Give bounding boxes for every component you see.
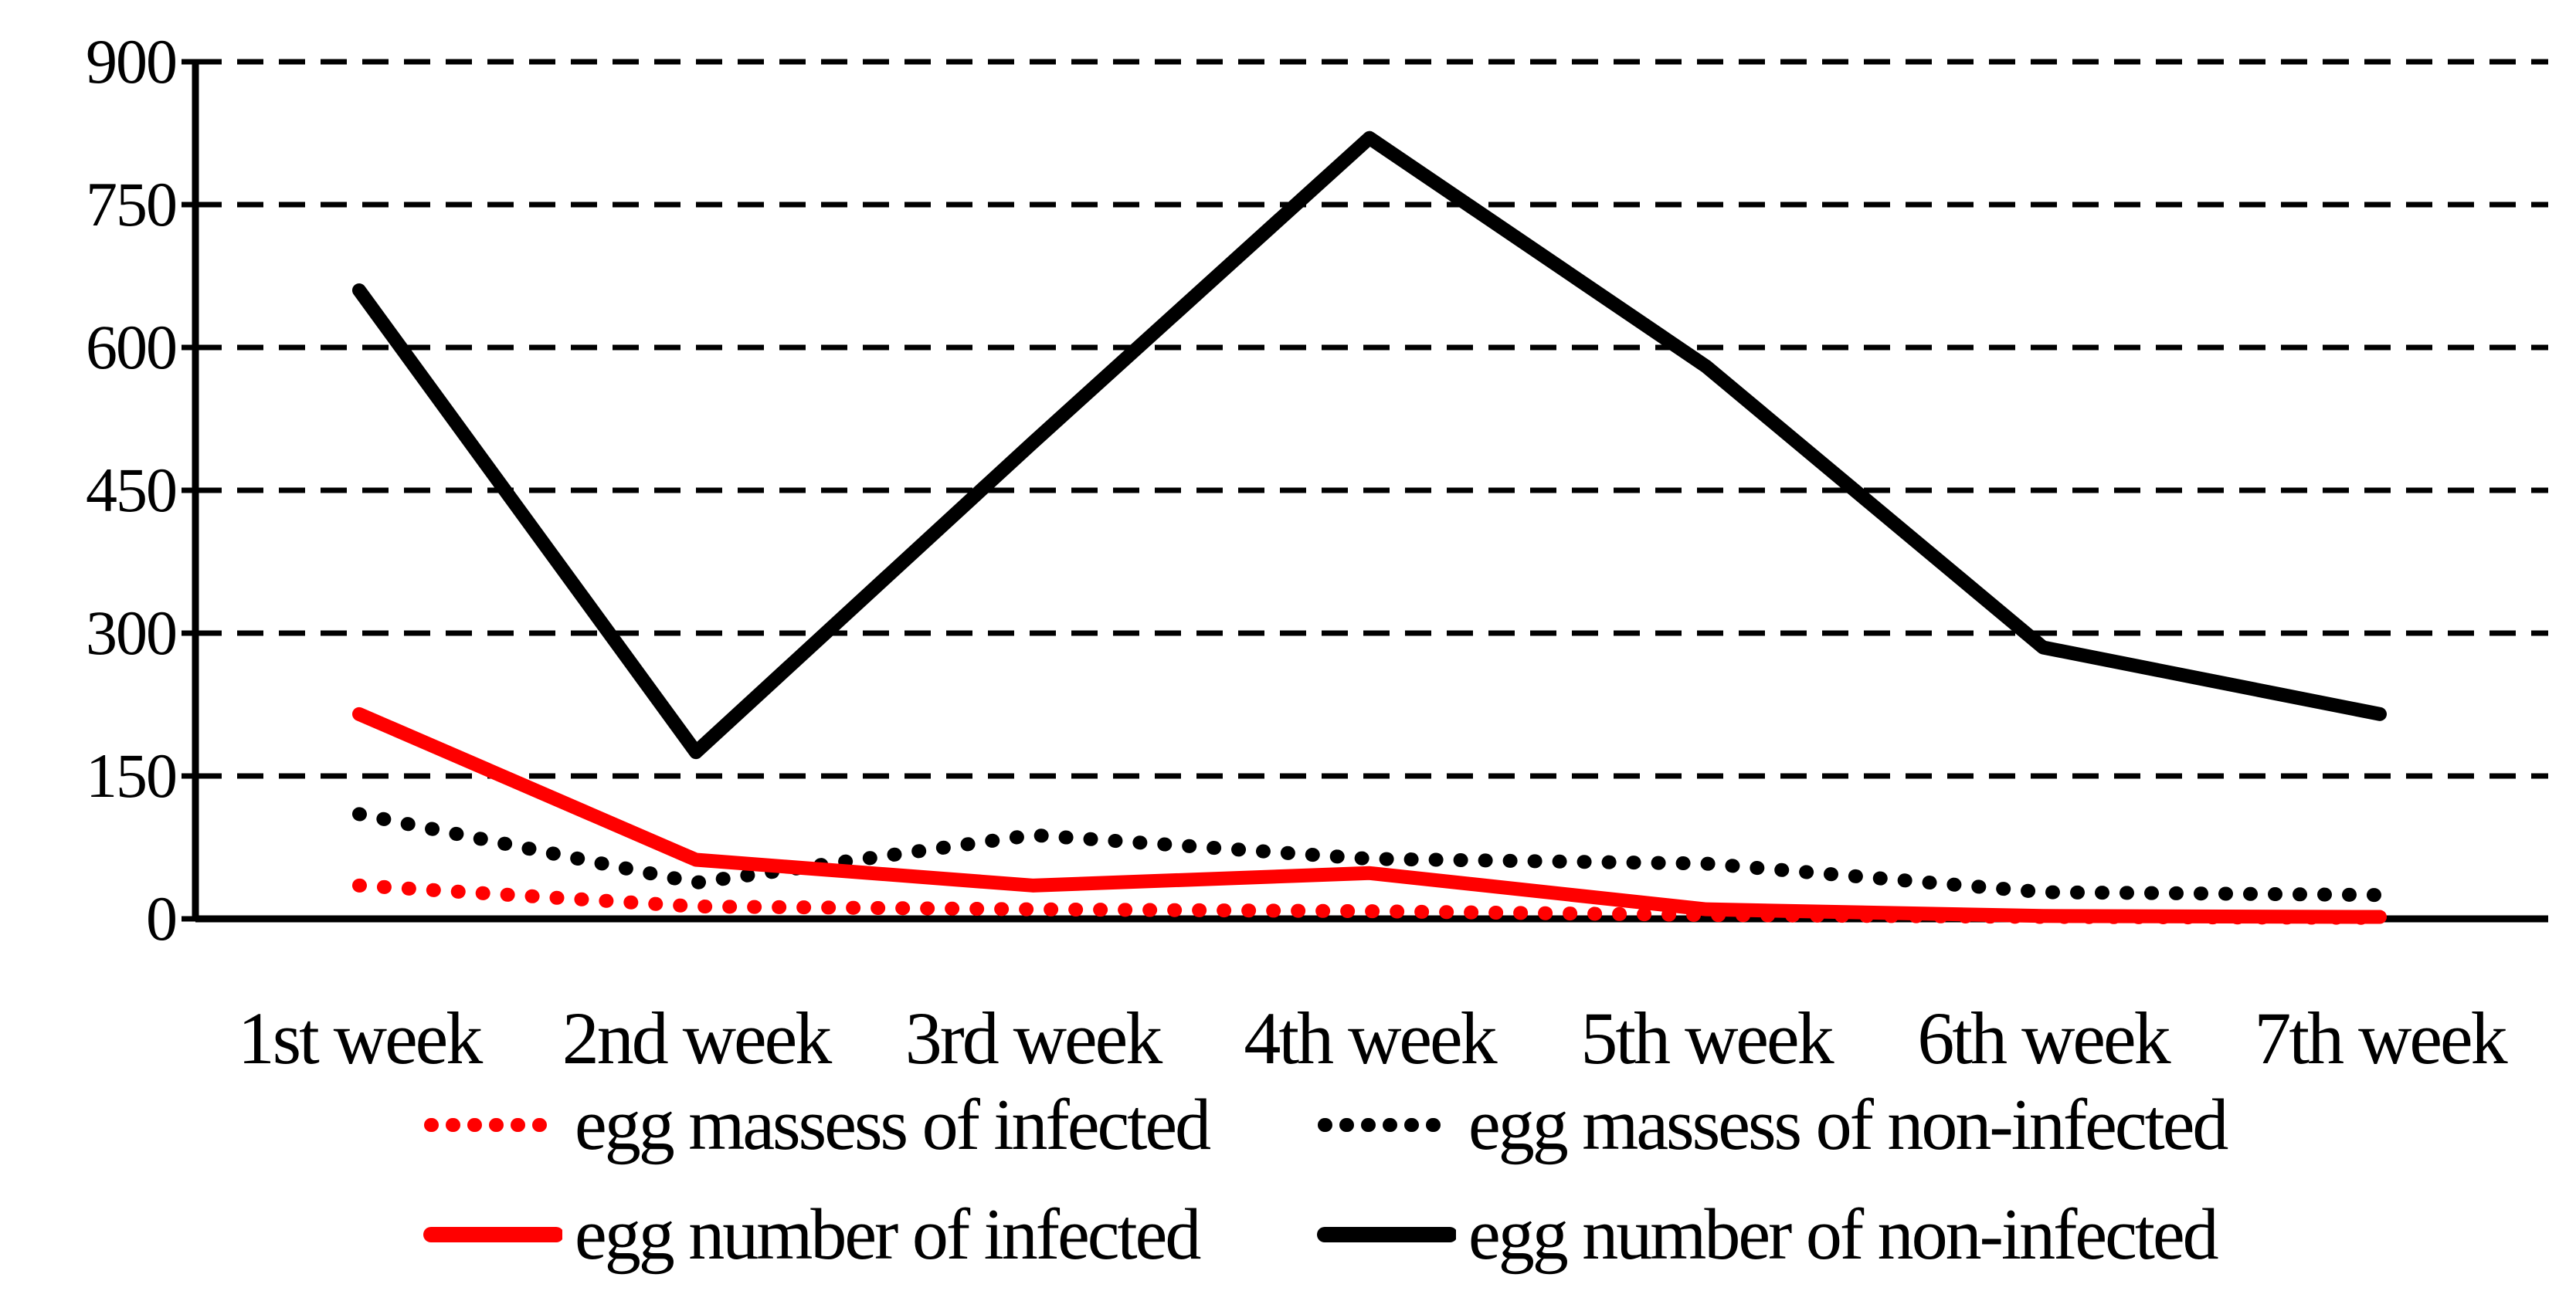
x-category-label: 4th week <box>1244 997 1497 1079</box>
series-line-egg-massess-of-non-infected <box>352 807 2387 903</box>
series-line-egg-number-of-infected <box>352 706 2387 924</box>
legend-label: egg massess of infected <box>575 1085 1211 1165</box>
legend-label: egg massess of non-infected <box>1468 1085 2228 1165</box>
y-tick-label: 900 <box>86 26 178 97</box>
legend-swatch-black-dotted <box>1318 1118 1456 1132</box>
y-tick-label: 300 <box>86 598 178 668</box>
legend-label: egg number of non-infected <box>1468 1194 2219 1275</box>
x-category-label: 5th week <box>1580 997 1834 1079</box>
x-category-label: 7th week <box>2254 997 2507 1079</box>
series-line-egg-number-of-non-infected <box>352 130 2387 760</box>
y-tick-label: 450 <box>86 455 178 525</box>
x-category-label: 1st week <box>237 997 484 1079</box>
legend-swatch-red-solid <box>423 1227 562 1242</box>
legend-swatch-black-solid <box>1317 1227 1456 1242</box>
x-category-label: 3rd week <box>904 997 1163 1079</box>
legend-item: egg number of infected <box>423 1192 1201 1277</box>
x-category-label: 2nd week <box>562 997 833 1079</box>
legend-swatch-red-dotted <box>424 1118 562 1132</box>
legend-item: egg massess of non-infected <box>1317 1083 2228 1167</box>
legend-item: egg massess of infected <box>423 1083 1211 1167</box>
legend-label: egg number of infected <box>575 1194 1201 1275</box>
y-tick-label: 0 <box>146 883 178 954</box>
legend-item: egg number of non-infected <box>1317 1192 2219 1277</box>
y-tick-label: 600 <box>86 312 178 382</box>
x-category-label: 6th week <box>1917 997 2170 1079</box>
y-tick-label: 150 <box>86 740 178 811</box>
y-tick-label: 750 <box>86 169 178 239</box>
